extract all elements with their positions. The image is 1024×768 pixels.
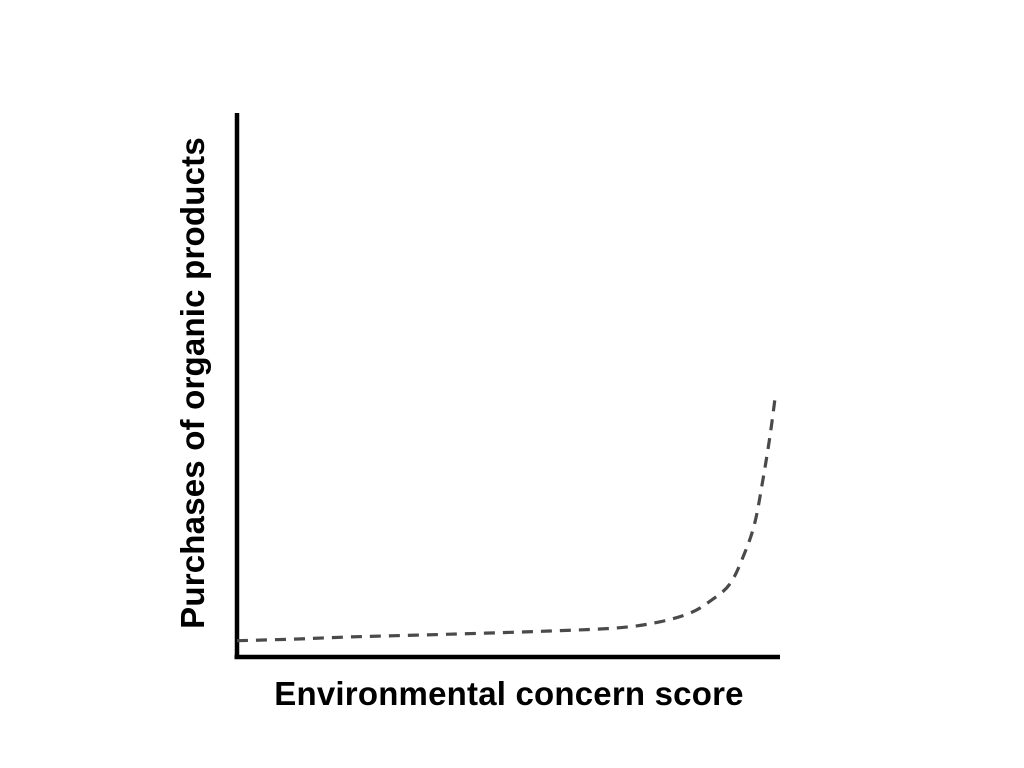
dashed-data-curve bbox=[236, 397, 777, 643]
y-axis-label: Purchases of organic products bbox=[174, 137, 211, 629]
x-axis-label: Environmental concern score bbox=[274, 675, 744, 712]
